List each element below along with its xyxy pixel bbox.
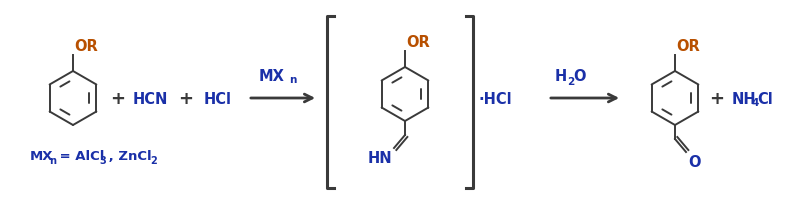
Text: MX: MX [30,150,54,163]
Text: O: O [573,69,586,84]
Text: Cl: Cl [757,91,773,106]
Text: HCN: HCN [132,91,168,106]
Text: +: + [110,90,126,108]
Text: HCl: HCl [204,91,232,106]
Text: = AlCl: = AlCl [55,150,104,163]
Text: 4: 4 [752,97,759,108]
Text: +: + [710,90,725,108]
Text: MX: MX [259,69,285,84]
Text: OR: OR [676,39,700,54]
Text: ·HCl: ·HCl [479,91,513,106]
Text: NH: NH [732,91,757,106]
Text: OR: OR [74,39,98,54]
Text: +: + [178,90,194,108]
Text: 2: 2 [150,155,157,165]
Text: 3: 3 [99,155,106,165]
Text: , ZnCl: , ZnCl [104,150,152,163]
Text: O: O [688,154,701,169]
Text: H: H [555,69,567,84]
Text: n: n [289,75,296,85]
Text: HN: HN [367,150,392,165]
Text: OR: OR [406,35,430,50]
Text: n: n [49,155,56,165]
Text: 2: 2 [567,77,574,87]
